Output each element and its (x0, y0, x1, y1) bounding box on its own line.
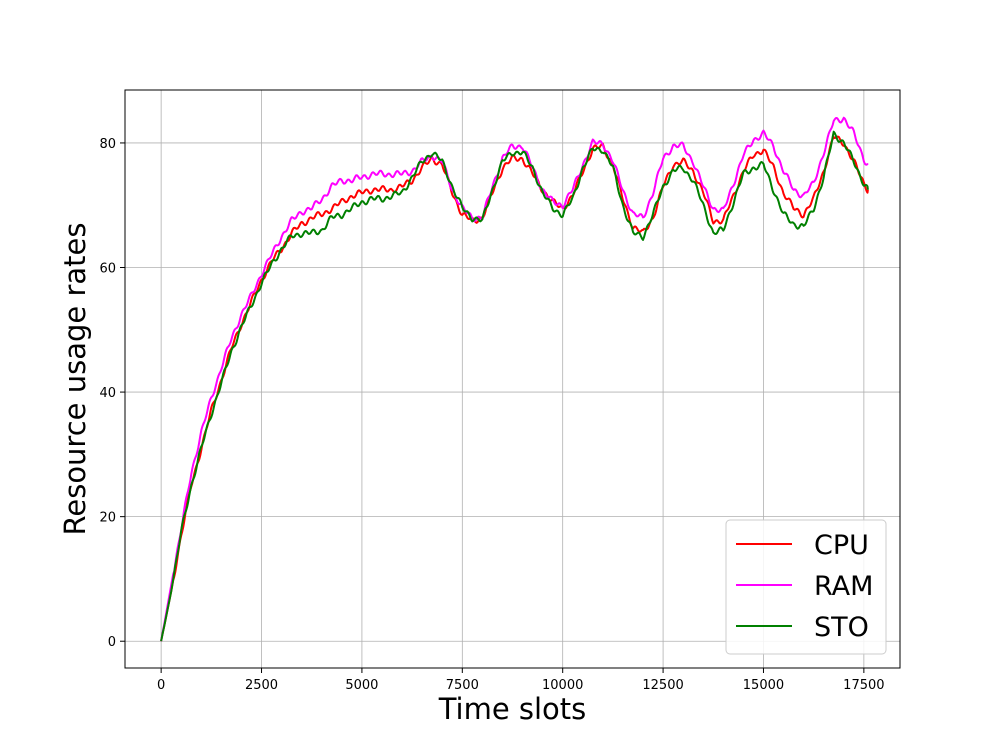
legend-label-cpu: CPU (814, 530, 869, 561)
x-tick-label: 17500 (843, 678, 884, 693)
x-tick-label: 2500 (245, 678, 278, 693)
x-tick-label: 15000 (743, 678, 784, 693)
series-line-sto (160, 130, 869, 642)
y-tick-label: 80 (99, 137, 116, 152)
axis-ticks: 0 2500 5000 7500 10000 12500 15000 17500 0 20 40 60… (99, 137, 884, 693)
y-tick-label: 40 (99, 386, 116, 401)
series-lines (160, 116, 869, 642)
y-axis-title: Resource usage rates (58, 223, 92, 536)
plot-frame (124, 89, 901, 669)
y-tick-label: 20 (99, 511, 116, 526)
legend-label-sto: STO (814, 612, 869, 643)
x-tick-label: 7500 (446, 678, 479, 693)
y-tick-label: 0 (108, 635, 116, 650)
legend: CPU RAM STO (725, 519, 887, 655)
x-tick-label: 10000 (542, 678, 583, 693)
x-tick-label: 5000 (345, 678, 378, 693)
x-tick-label: 0 (157, 678, 165, 693)
x-axis-title: Time slots (438, 692, 587, 726)
legend-box (725, 519, 887, 655)
legend-label-ram: RAM (814, 571, 873, 602)
series-line-ram (160, 116, 869, 642)
y-tick-label: 60 (99, 262, 116, 277)
x-tick-label: 12500 (642, 678, 683, 693)
